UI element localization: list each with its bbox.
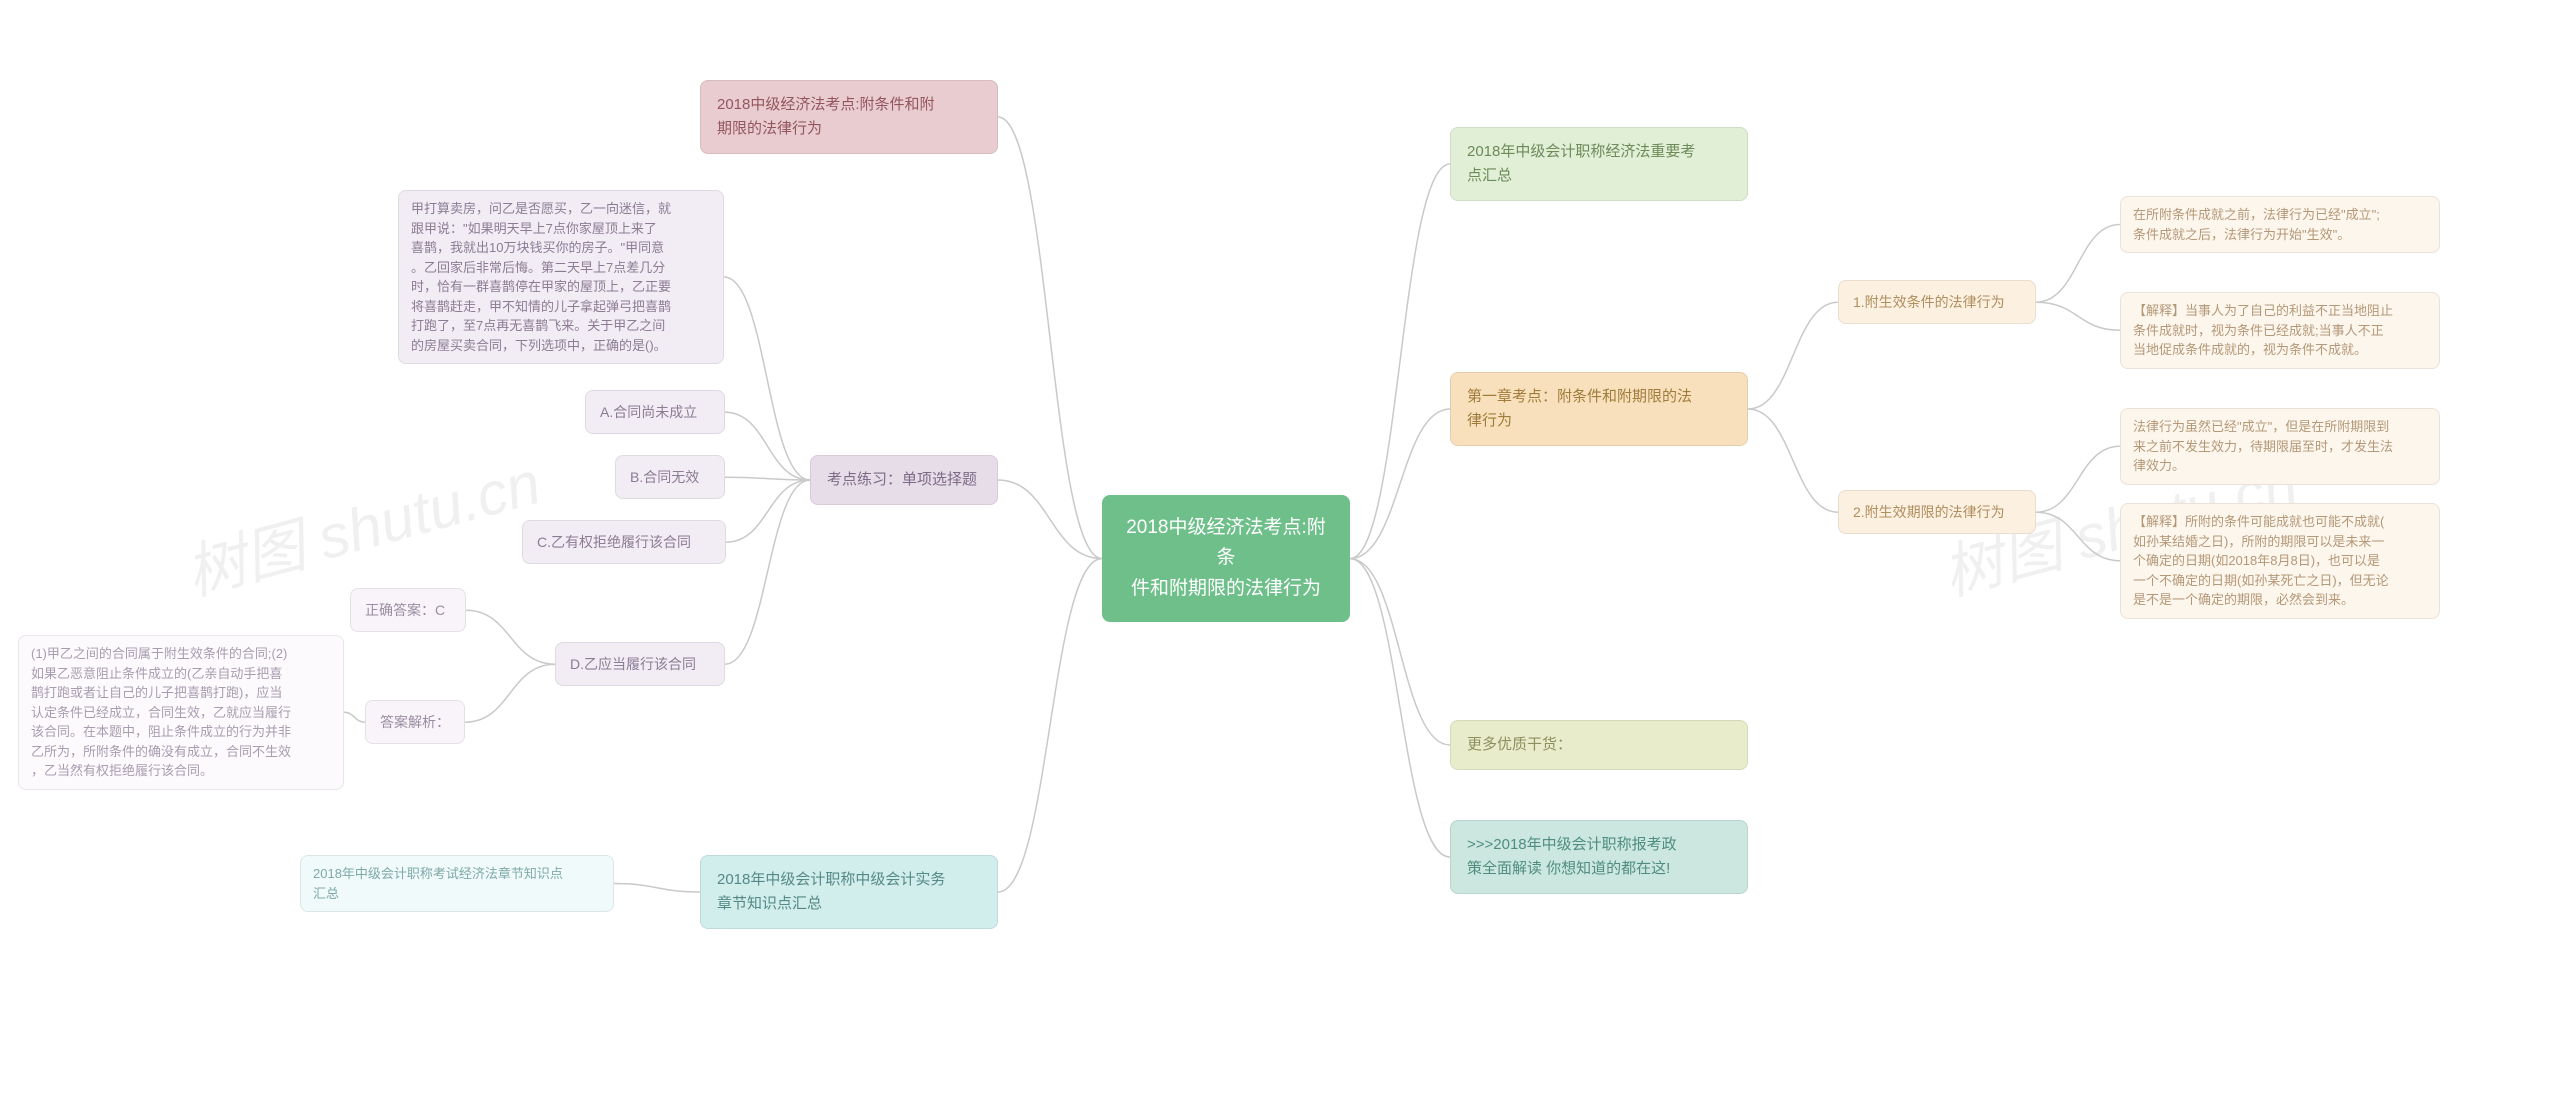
node-title-repeat[interactable]: 2018中级经济法考点:附条件和附 期限的法律行为 [700,80,998,154]
node-option-d[interactable]: D.乙应当履行该合同 [555,642,725,686]
root-node[interactable]: 2018中级经济法考点:附条 件和附期限的法律行为 [1102,495,1350,622]
node-conditional-act[interactable]: 1.附生效条件的法律行为 [1838,280,2036,324]
node-option-a[interactable]: A.合同尚未成立 [585,390,725,434]
node-correct-answer: 正确答案：C [350,588,466,632]
watermark-left: 树图 shutu.cn [175,434,549,612]
node-more-content[interactable]: 更多优质干货： [1450,720,1748,770]
node-policy-link[interactable]: >>>2018年中级会计职称报考政 策全面解读 你想知道的都在这! [1450,820,1748,894]
node-question-stem: 甲打算卖房，问乙是否愿买，乙一向迷信，就 跟甲说："如果明天早上7点你家屋顶上来… [398,190,724,364]
node-answer-analysis-text: (1)甲乙之间的合同属于附生效条件的合同;(2) 如果乙恶意阻止条件成立的(乙亲… [18,635,344,790]
node-option-b[interactable]: B.合同无效 [615,455,725,499]
node-term-act-desc2: 【解释】所附的条件可能成就也可能不成就( 如孙某结婚之日)，所附的期限可以是未来… [2120,503,2440,619]
node-conditional-act-desc1: 在所附条件成就之前，法律行为已经"成立"; 条件成就之后，法律行为开始"生效"。 [2120,196,2440,253]
node-answer-analysis-label[interactable]: 答案解析： [365,700,465,744]
node-term-act[interactable]: 2.附生效期限的法律行为 [1838,490,2036,534]
node-chapter1[interactable]: 第一章考点：附条件和附期限的法 律行为 [1450,372,1748,446]
node-practice-summary[interactable]: 2018年中级会计职称中级会计实务 章节知识点汇总 [700,855,998,929]
node-exam-chapter-summary[interactable]: 2018年中级会计职称考试经济法章节知识点 汇总 [300,855,614,912]
node-practice[interactable]: 考点练习：单项选择题 [810,455,998,505]
node-conditional-act-desc2: 【解释】当事人为了自己的利益不正当地阻止 条件成就时，视为条件已经成就;当事人不… [2120,292,2440,369]
node-summary[interactable]: 2018年中级会计职称经济法重要考 点汇总 [1450,127,1748,201]
node-term-act-desc1: 法律行为虽然已经"成立"，但是在所附期限到 来之前不发生效力，待期限届至时，才发… [2120,408,2440,485]
node-option-c[interactable]: C.乙有权拒绝履行该合同 [522,520,726,564]
